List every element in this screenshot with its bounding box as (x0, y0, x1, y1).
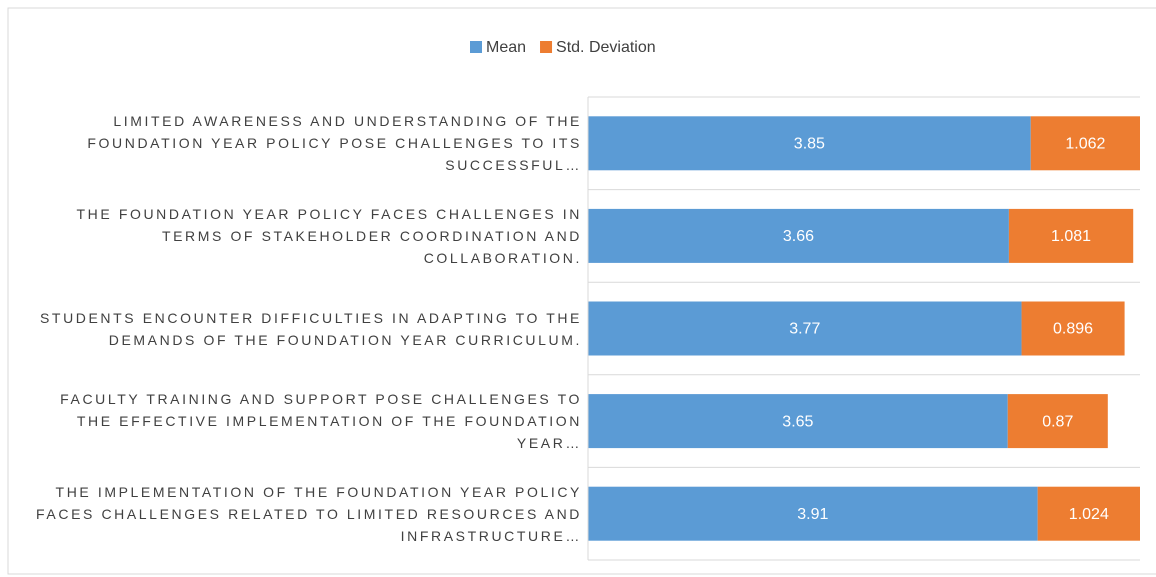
bar-segment (588, 301, 1022, 356)
bar-segment (588, 394, 1008, 449)
data-label: 3.77 (789, 321, 820, 338)
bar-segment (1008, 208, 1134, 263)
bar-segment (1007, 394, 1108, 449)
y-tick-label: FACULTY TRAINING AND SUPPORT POSE CHALLE… (60, 391, 582, 452)
y-tick-label: STUDENTS ENCOUNTER DIFFICULTIES IN ADAPT… (39, 309, 582, 348)
data-label: 0.87 (1042, 413, 1073, 430)
bar-segment (588, 486, 1038, 541)
bar-segment (1037, 486, 1140, 541)
y-tick-label: THE IMPLEMENTATION OF THE FOUNDATION YEA… (36, 483, 582, 544)
data-label: 3.65 (782, 413, 813, 430)
data-label: 3.85 (794, 136, 825, 153)
data-label: 3.91 (797, 506, 828, 523)
y-tick-label: LIMITED AWARENESS AND UNDERSTANDING OF T… (87, 113, 582, 174)
legend-swatch (470, 41, 482, 53)
data-label: 3.66 (783, 228, 814, 245)
data-label: 1.062 (1065, 136, 1105, 153)
data-label: 1.081 (1051, 228, 1091, 245)
y-tick-label: THE FOUNDATION YEAR POLICY FACES CHALLEN… (76, 205, 582, 266)
legend-label: Std. Deviation (556, 39, 656, 56)
bar-segment (588, 208, 1009, 263)
data-label: 0.896 (1053, 321, 1093, 338)
legend-swatch (540, 41, 553, 53)
bar-segment (1030, 116, 1140, 171)
bar-segment (1021, 301, 1125, 356)
bar-segment (588, 116, 1031, 171)
plot: 3.85 1.062 3.66 1.081 3.77 0.896 3.65 0.87 3.91 1… (588, 116, 1140, 541)
data-label: 1.024 (1069, 506, 1109, 523)
legend-label: Mean (486, 39, 526, 56)
chart-border (7, 7, 1156, 575)
